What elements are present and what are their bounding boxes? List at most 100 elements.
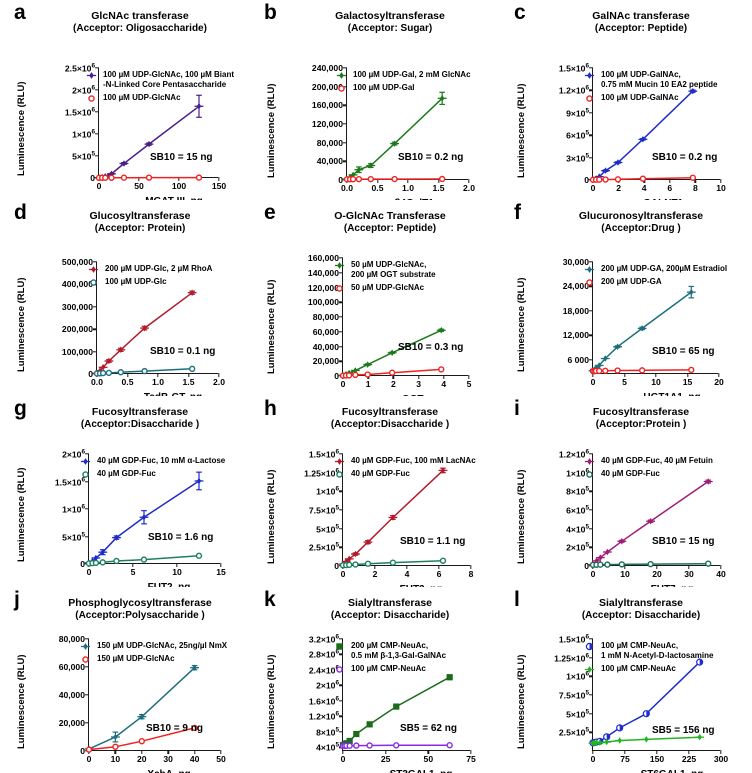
x-tick-label: 50 [216,754,226,764]
legend-label: 100 µM UDP-GlcNAc, 100 µM Biant -N-Linke… [103,70,235,89]
y-tick-mark [85,535,89,538]
y-tick-label: 5×105 [72,150,95,162]
panel-letter-i: i [514,397,520,420]
x-tick-mark [720,179,722,183]
y-tick-mark [589,675,593,678]
x-tick-mark [342,750,344,754]
legend-marker-icon [582,94,597,103]
x-tick-label: 50 [134,181,144,191]
y-tick-mark [589,731,593,734]
legend-d: 200 µM UDP-Glc, 2 µM RhoA 100 µM UDP-Glc [86,264,212,290]
x-tick-label: 100 [171,181,187,191]
marker-glyph [80,458,91,465]
y-tick-mark [339,638,343,640]
x-tick-mark [443,375,445,379]
title-main: GalNAc transferase [592,10,690,22]
x-tick-label: 10 [716,183,726,193]
sb-annotation-a: SB10 = 15 ng [150,152,213,163]
x-tick-mark [656,565,658,569]
legend-label: 50 µM UDP-GlcNAc [351,283,425,292]
x-tick-label: 4 [641,183,647,193]
y-tick-label: 100,000 [61,346,93,357]
x-tick-label: 40 [716,569,726,579]
x-tick-mark [655,373,657,377]
y-tick-label: 2.8×106 [308,649,339,660]
title-main: Phosphoglycosyltransferase [68,597,212,609]
x-tick-label: 0 [590,183,596,193]
legend-item: 200 µM UDP-Glc, 2 µM RhoA [86,264,212,274]
legend-label: 100 µM UDP-Gal, 2 mM GlcNAc [353,70,471,79]
y-tick-mark [93,328,97,330]
y-tick-label: 0 [80,746,85,756]
marker-glyph [586,279,593,286]
y-tick-label: 2×106 [316,679,339,691]
panel-title-a: GlcNAc transferase (Acceptor: Oligosaccha… [34,10,246,35]
plot-area-e: 0 20,000 40,000 60,000 80,000 100,000 120,000 1… [308,253,471,389]
x-tick-label: 8 [693,183,698,193]
x-tick-label: 10 [110,754,121,764]
x-axis-label-b: β4GalT1, ng [250,198,500,200]
x-tick-label: 0 [86,754,92,764]
x-tick-mark [688,565,690,569]
y-axis-label-i: Luminescence (RLU) [516,469,527,565]
x-tick-label: 15 [682,377,693,387]
x-tick-mark [406,565,408,569]
y-tick-label: 1×106 [566,467,589,479]
x-tick-label: 0.5 [121,377,134,387]
x-tick-mark [126,373,129,377]
x-axis-label-h: FUT3, ng [250,584,500,587]
y-tick-label: 2.5×106 [64,62,95,74]
y-tick-label: 40,000 [316,156,343,167]
legend-b: 100 µM UDP-Gal, 2 mM GlcNAc 100 µM UDP-Ga… [334,70,471,96]
x-tick-mark [220,750,222,754]
y-tick-mark [339,730,343,733]
x-tick-label: 0 [86,567,92,577]
x-tick-mark [470,750,472,754]
y-tick-mark [85,508,89,510]
y-tick-label: 6 000 [567,354,589,365]
x-tick-label: 150 [649,754,665,764]
x-tick-label: 1.5 [432,183,445,193]
legend-marker-icon [332,470,347,479]
marker-glyph [584,72,595,79]
title-main: Galactosyltransferase [335,10,445,22]
x-tick-mark [138,177,140,181]
y-tick-mark [339,331,343,333]
y-tick-label: 20,000 [58,718,85,728]
y-tick-mark [339,490,343,493]
x-tick-mark [376,179,379,183]
y-tick-label: 240,000 [311,63,343,73]
y-tick-label: 6×105 [566,129,589,141]
y-tick-label: 300,000 [61,301,93,312]
marker-glyph [586,95,593,102]
legend-item: 100 µM CMP-NeuAc [582,664,713,674]
y-tick-mark [85,638,89,640]
y-axis-label-l: Luminescence (RLU) [516,654,527,750]
marker-glyph [336,285,343,292]
title-main: GlcNAc transferase [91,10,189,22]
x-tick-mark [438,565,440,569]
y-tick-label: 3×105 [566,152,589,164]
x-tick-mark [417,375,420,379]
legend-label: 100 µM CMP-NeuAc [351,664,426,673]
legend-item: 200 µM CMP-NeuAc, 0.5 mM β-1,3-Gal-GalNA… [332,641,446,661]
legend-marker-icon [582,665,597,674]
legend-label: 50 µM UDP-GlcNAc, 200 µM OGT substrate [351,260,436,279]
series-canvas [338,467,448,569]
y-tick-label: 8×105 [566,485,589,497]
legend-label: 100 µM UDP-GalNAc [601,93,679,102]
legend-c: 100 µM UDP-GalNAc, 0.75 mM Mucin 10 EA2 … [582,70,717,106]
legend-marker-icon [78,642,93,651]
y-tick-mark [589,453,593,455]
y-tick-mark [339,715,343,717]
y-tick-label: 2.5×105 [558,726,589,738]
y-tick-mark [589,527,593,530]
y-tick-label: 2×106 [62,448,85,460]
x-tick-label: 20 [652,569,662,579]
x-tick-mark [694,179,697,183]
panel-a: a GlcNAc transferase (Acceptor: Oligosacch… [0,0,250,200]
x-tick-label: 2 [616,183,621,193]
sb-annotation-h: SB10 = 1.1 ng [400,536,466,547]
y-tick-label: 200,000 [61,324,93,335]
